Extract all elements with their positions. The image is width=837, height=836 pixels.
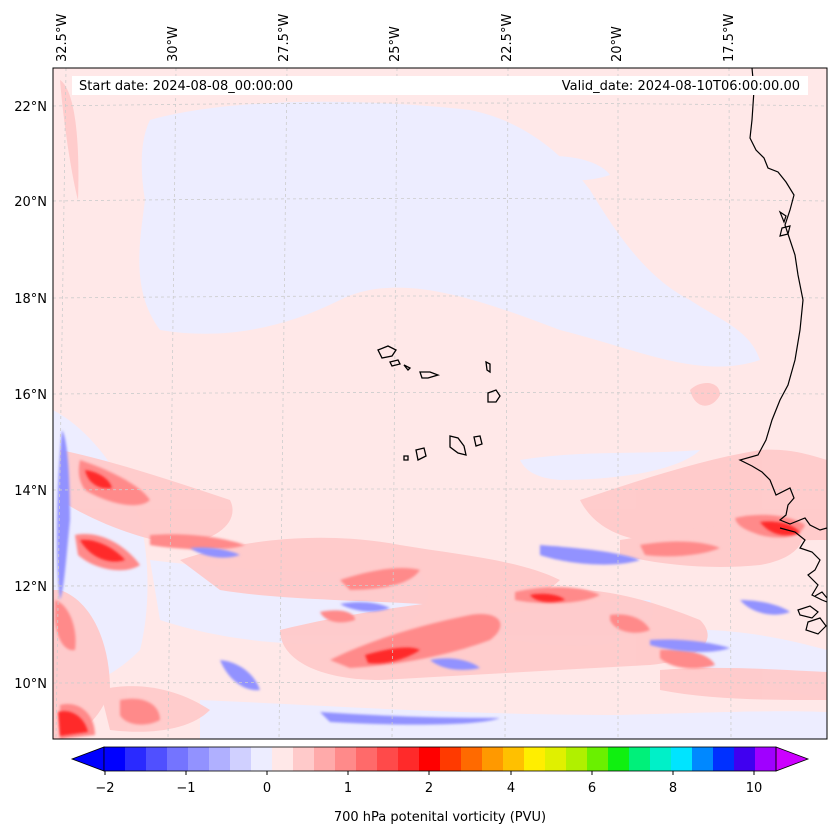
- colorbar-tick-labels: −2 −1 0 1 2 4 6 8 10: [95, 781, 762, 796]
- colorbar-cell: [587, 747, 609, 771]
- colorbar-cell: [755, 747, 777, 771]
- colorbar-outline: [103, 746, 777, 772]
- negative-pv-medium-regions: [57, 430, 790, 725]
- colorbar-tick-label: 2: [425, 781, 433, 796]
- colorbar-ticks: [104, 771, 755, 775]
- colorbar-cell: [650, 747, 672, 771]
- colorbar-cell: [419, 747, 441, 771]
- colorbar-cell: [188, 747, 210, 771]
- colorbar-cell: [335, 747, 357, 771]
- colorbar-cell: [524, 747, 546, 771]
- colorbar-cell: [440, 747, 462, 771]
- colorbar-tick-label: 1: [344, 781, 352, 796]
- colorbar-cell: [566, 747, 588, 771]
- lon-label: 32.5°W: [55, 14, 70, 62]
- colorbar-tick-label: −2: [95, 781, 114, 796]
- lat-label: 22°N: [14, 100, 47, 115]
- colorbar-cell: [608, 747, 630, 771]
- lon-label: 17.5°W: [722, 14, 737, 62]
- start-date-label: Start date: 2024-08-08_00:00:00: [79, 79, 293, 94]
- colorbar-tick-label: 10: [746, 781, 763, 796]
- lon-label: 20°W: [610, 26, 625, 62]
- colorbar-cell: [251, 747, 273, 771]
- colorbar-cell: [356, 747, 378, 771]
- colorbar-tick-label: 8: [669, 781, 677, 796]
- latitude-labels: 22°N 20°N 18°N 16°N 14°N 12°N 10°N: [14, 100, 47, 692]
- lon-label: 25°W: [388, 26, 403, 62]
- colorbar-cell: [692, 747, 714, 771]
- longitude-labels: 32.5°W 30°W 27.5°W 25°W 22.5°W 20°W 17.5…: [55, 14, 737, 62]
- header-box: [72, 76, 808, 95]
- colorbar-cell: [293, 747, 315, 771]
- colorbar-cell: [545, 747, 567, 771]
- africa-coastline: [738, 68, 827, 531]
- guinea-coast-islands: [797, 591, 827, 635]
- colorbar-cell: [629, 747, 651, 771]
- colorbar-cell: [125, 747, 147, 771]
- colorbar: −2 −1 0 1 2 4 6 8 10 700 hPa potenital v…: [70, 746, 810, 825]
- canary-coast-extra: [778, 210, 791, 237]
- colorbar-tick-label: 6: [588, 781, 596, 796]
- colorbar-extend-high: [775, 746, 810, 772]
- colorbar-extend-low: [70, 746, 105, 772]
- colorbar-cell: [713, 747, 735, 771]
- colorbar-cell: [209, 747, 231, 771]
- colorbar-cell: [503, 747, 525, 771]
- positive-pv-strong-regions: [58, 470, 800, 736]
- colorbar-title: 700 hPa potenital vorticity (PVU): [334, 810, 546, 825]
- colorbar-cell: [398, 747, 420, 771]
- cape-verde-islands: [377, 345, 501, 461]
- colorbar-cell: [461, 747, 483, 771]
- valid-date-label: Valid_date: 2024-08-10T06:00:00.00: [562, 79, 800, 94]
- colorbar-cells: [104, 747, 777, 771]
- lat-label: 18°N: [14, 292, 47, 307]
- colorbar-cell: [272, 747, 294, 771]
- lat-label: 14°N: [14, 484, 47, 499]
- lon-label: 30°W: [166, 26, 181, 62]
- map-panel: [53, 68, 827, 739]
- lat-label: 12°N: [14, 580, 47, 595]
- colorbar-cell: [482, 747, 504, 771]
- colorbar-cell: [104, 747, 126, 771]
- lat-label: 16°N: [14, 388, 47, 403]
- map-gridlines: [53, 68, 827, 739]
- map-frame: [52, 67, 828, 740]
- colorbar-tick-label: −1: [176, 781, 195, 796]
- lon-label: 22.5°W: [500, 14, 515, 62]
- lat-label: 20°N: [14, 195, 47, 210]
- colorbar-tick-label: 0: [263, 781, 271, 796]
- colorbar-cell: [671, 747, 693, 771]
- colorbar-tick-label: 4: [507, 781, 515, 796]
- colorbar-cell: [167, 747, 189, 771]
- colorbar-cell: [146, 747, 168, 771]
- colorbar-cell: [377, 747, 399, 771]
- colorbar-cell: [314, 747, 336, 771]
- lon-label: 27.5°W: [277, 14, 292, 62]
- gambia-coast: [779, 527, 827, 603]
- colorbar-cell: [734, 747, 756, 771]
- lat-label: 10°N: [14, 677, 47, 692]
- colorbar-cell: [230, 747, 252, 771]
